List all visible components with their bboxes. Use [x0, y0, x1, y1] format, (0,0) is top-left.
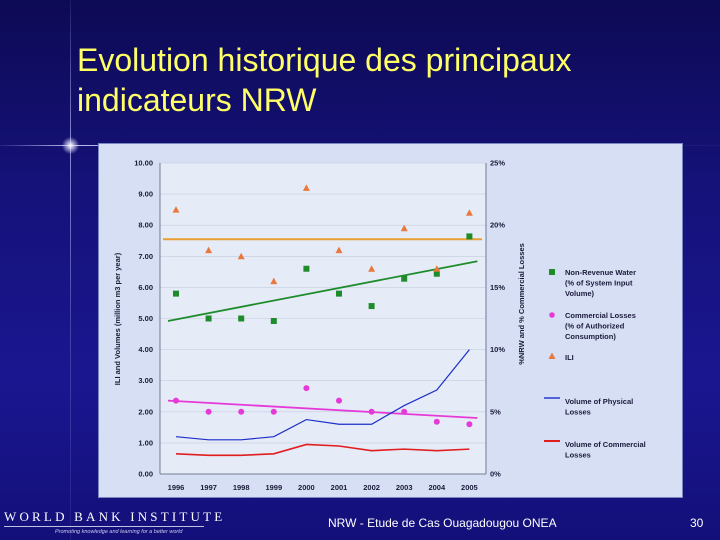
nrw-point [466, 233, 473, 240]
sparkle-decoration [61, 136, 80, 155]
x-tick-label: 2001 [331, 483, 348, 492]
commercial-volume-line [175, 443, 470, 457]
y-tick-label: 1.00 [138, 438, 153, 447]
legend-commercial-label: (% of Authorized [565, 322, 625, 331]
nrw-point [368, 303, 375, 310]
chart-legend: Non-Revenue Water(% of System InputVolum… [544, 268, 646, 460]
slide-title: Evolution historique des principaux indi… [77, 42, 572, 118]
nrw-point [270, 317, 277, 324]
commercial-losses-point [205, 408, 212, 415]
commercial-losses-point [173, 397, 179, 404]
y2-tick-label: 15% [490, 283, 505, 292]
x-tick-label: 2002 [363, 483, 380, 492]
decorative-vertical-line [70, 0, 71, 540]
x-tick-label: 1998 [233, 483, 250, 492]
nrw-point [401, 275, 408, 282]
x-tick-label: 1997 [200, 483, 217, 492]
ili-point [237, 252, 245, 260]
legend-commercial-volume-label: Volume of Commercial [565, 440, 646, 449]
y2-tick-label: 25% [490, 159, 505, 168]
y2-tick-label: 20% [490, 221, 505, 230]
logo-name: WORLD BANK INSTITUTE [4, 509, 226, 524]
x-tick-label: 2003 [396, 483, 413, 492]
commercial-losses-point [433, 418, 440, 425]
nrw-point [205, 315, 212, 322]
y-tick-label: 2.00 [138, 407, 153, 416]
legend-commercial-volume-label: Losses [565, 451, 591, 460]
ili-point [400, 224, 408, 232]
y-tick-label: 8.00 [138, 221, 153, 230]
nrw-chart: 0.00 1.00 2.00 3.00 4.00 5.00 6.00 7.00 8.00 9.00… [113, 159, 646, 493]
legend-commercial-swatch [549, 312, 555, 318]
legend-physical-label: Losses [565, 408, 591, 417]
y-tick-label: 10.00 [134, 159, 153, 168]
logo-rule [4, 526, 204, 527]
page-number: 30 [690, 516, 704, 530]
ili-point [368, 265, 376, 272]
legend-nrw-label: Volume) [565, 289, 595, 298]
commercial-losses-point [238, 408, 245, 415]
y2-axis-title: %NRW and % Commercial Losses [517, 243, 526, 365]
legend-commercial-label: Commercial Losses [565, 311, 636, 320]
y-tick-label: 9.00 [138, 190, 153, 199]
y-tick-label: 3.00 [138, 376, 153, 385]
nrw-point [238, 315, 245, 322]
commercial-losses-point [401, 408, 408, 415]
legend-nrw-label: (% of System Input [565, 279, 633, 288]
nrw-point [336, 290, 342, 297]
commercial-losses-point [368, 408, 375, 415]
commercial-losses-point [303, 385, 310, 392]
ili-point [302, 184, 310, 191]
y-tick-label: 7.00 [138, 252, 153, 261]
legend-ili-swatch [548, 352, 556, 359]
commercial-losses-trend-line [167, 399, 478, 419]
ili-point [433, 265, 441, 272]
nrw-point [433, 270, 440, 277]
x-tick-label: 2005 [461, 483, 478, 492]
legend-ili-label: ILI [565, 353, 574, 362]
y-axis-title: ILI and Volumes (million m3 per year) [113, 252, 122, 385]
legend-physical-label: Volume of Physical [565, 397, 633, 406]
y-tick-label: 5.00 [138, 314, 153, 323]
physical-losses-line [175, 349, 470, 441]
y-tick-label: 4.00 [138, 345, 153, 354]
logo-tagline: Promoting knowledge and learning for a b… [55, 529, 183, 535]
x-tick-label: 1999 [265, 483, 282, 492]
world-bank-institute-logo: WORLD BANK INSTITUTE Promoting knowledge… [0, 508, 222, 540]
commercial-losses-point [270, 408, 277, 415]
footer-text: NRW - Etude de Cas Ouagadougou ONEA [328, 516, 557, 530]
x-tick-label: 2004 [428, 483, 446, 492]
y2-tick-label: 10% [490, 345, 505, 354]
y-tick-label: 0.00 [138, 470, 153, 479]
ili-point [335, 246, 343, 254]
nrw-trend-line [167, 260, 478, 322]
y2-tick-label: 0% [490, 470, 501, 479]
nrw-point [303, 265, 310, 272]
ili-point [270, 277, 278, 285]
ili-point [205, 246, 213, 254]
x-tick-label: 2000 [298, 483, 315, 492]
y2-tick-label: 5% [490, 407, 501, 416]
ili-point [465, 209, 473, 216]
chart-panel: 0.00 1.00 2.00 3.00 4.00 5.00 6.00 7.00 8.00 9.00… [98, 143, 683, 498]
legend-nrw-label: Non-Revenue Water [565, 268, 636, 277]
commercial-losses-point [466, 421, 473, 428]
legend-commercial-label: Consumption) [565, 332, 616, 341]
ili-point [172, 206, 180, 213]
legend-nrw-swatch [549, 269, 555, 275]
nrw-point [173, 290, 179, 297]
x-tick-label: 1996 [168, 483, 185, 492]
y-tick-label: 6.00 [138, 283, 153, 292]
commercial-losses-point [336, 397, 342, 404]
